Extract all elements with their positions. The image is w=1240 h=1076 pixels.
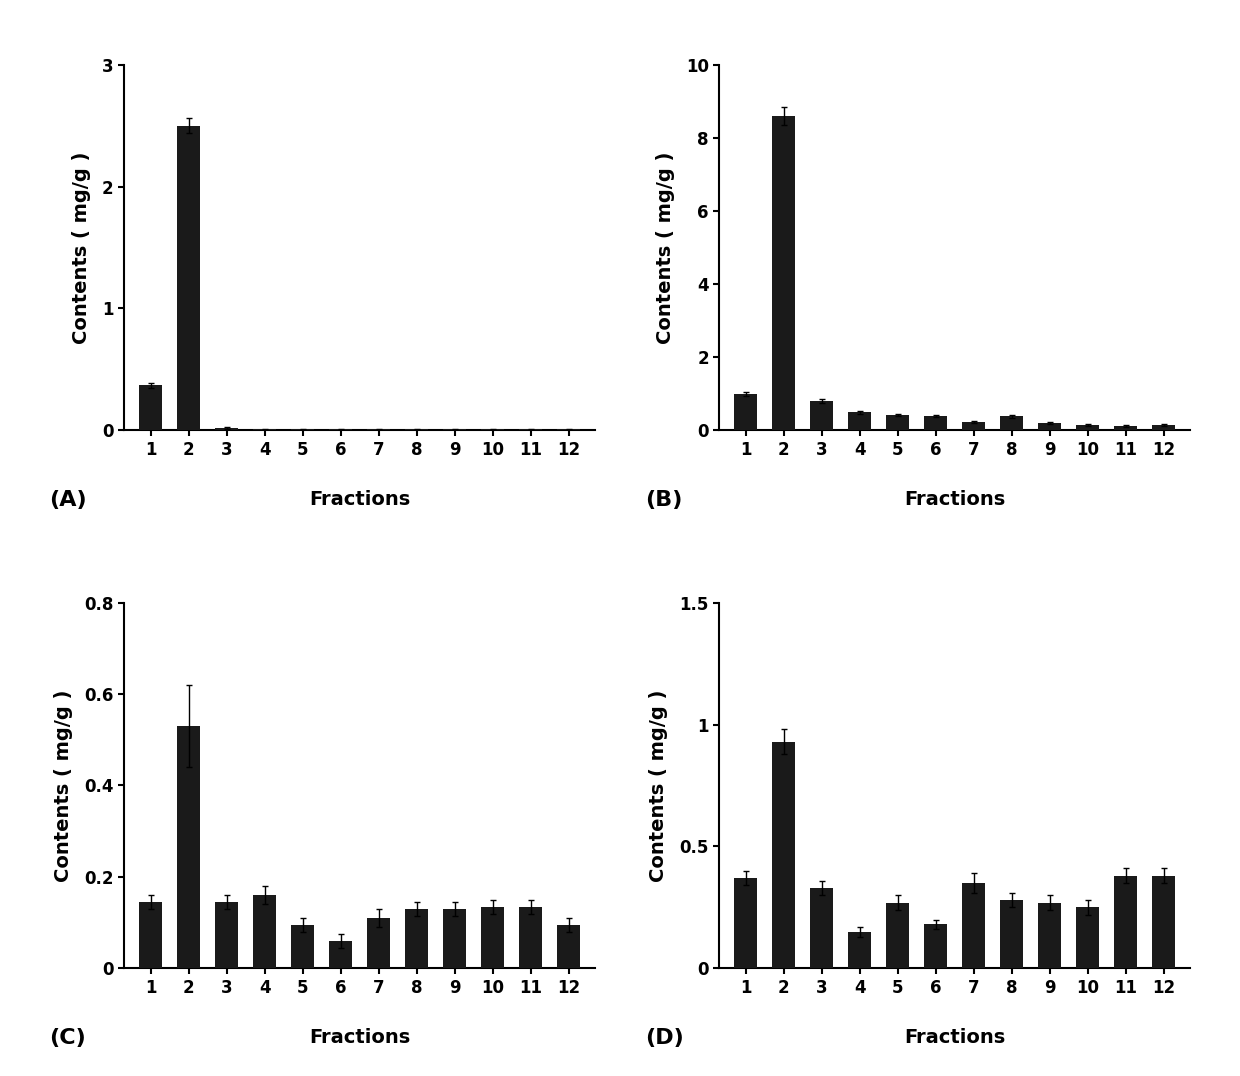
Text: (C): (C)	[50, 1028, 87, 1048]
Bar	[1038, 423, 1061, 430]
Y-axis label: Contents ( mg/g ): Contents ( mg/g )	[656, 152, 675, 343]
Bar	[405, 909, 428, 968]
Bar	[1001, 901, 1023, 968]
Bar	[291, 429, 314, 430]
Bar	[329, 429, 352, 430]
Bar	[848, 412, 872, 430]
Bar	[216, 428, 238, 430]
Bar	[1001, 416, 1023, 430]
Bar	[1076, 907, 1099, 968]
Bar	[367, 429, 391, 430]
Bar	[887, 415, 909, 430]
Bar	[1076, 425, 1099, 430]
Bar	[1115, 426, 1137, 430]
Bar	[887, 903, 909, 968]
Bar	[177, 126, 200, 430]
Text: (B): (B)	[645, 490, 682, 510]
Bar	[481, 907, 503, 968]
Bar	[291, 925, 314, 968]
Bar	[139, 385, 162, 430]
Bar	[773, 116, 795, 430]
Bar	[1115, 876, 1137, 968]
Bar	[1038, 903, 1061, 968]
Bar	[811, 401, 833, 430]
Bar	[962, 423, 986, 430]
Bar	[773, 741, 795, 968]
Bar	[811, 888, 833, 968]
Bar	[443, 909, 466, 968]
Bar	[520, 429, 542, 430]
Y-axis label: Contents ( mg/g ): Contents ( mg/g )	[72, 152, 91, 343]
Y-axis label: Contents ( mg/g ): Contents ( mg/g )	[650, 690, 668, 881]
Bar	[848, 932, 872, 968]
Bar	[1152, 425, 1176, 430]
Text: Fractions: Fractions	[904, 1028, 1006, 1047]
Bar	[924, 415, 947, 430]
Bar	[520, 907, 542, 968]
Bar	[139, 902, 162, 968]
Bar	[216, 902, 238, 968]
Bar	[405, 429, 428, 430]
Bar	[443, 429, 466, 430]
Bar	[734, 394, 758, 430]
Bar	[481, 429, 503, 430]
Text: (A): (A)	[50, 490, 87, 510]
Bar	[329, 940, 352, 968]
Bar	[1152, 876, 1176, 968]
Text: Fractions: Fractions	[309, 1028, 410, 1047]
Bar	[924, 924, 947, 968]
Bar	[177, 726, 200, 968]
Bar	[557, 925, 580, 968]
Text: Fractions: Fractions	[904, 490, 1006, 509]
Bar	[962, 883, 986, 968]
Text: (D): (D)	[645, 1028, 683, 1048]
Bar	[557, 429, 580, 430]
Bar	[734, 878, 758, 968]
Bar	[253, 429, 277, 430]
Bar	[253, 895, 277, 968]
Bar	[367, 918, 391, 968]
Text: Fractions: Fractions	[309, 490, 410, 509]
Y-axis label: Contents ( mg/g ): Contents ( mg/g )	[55, 690, 73, 881]
